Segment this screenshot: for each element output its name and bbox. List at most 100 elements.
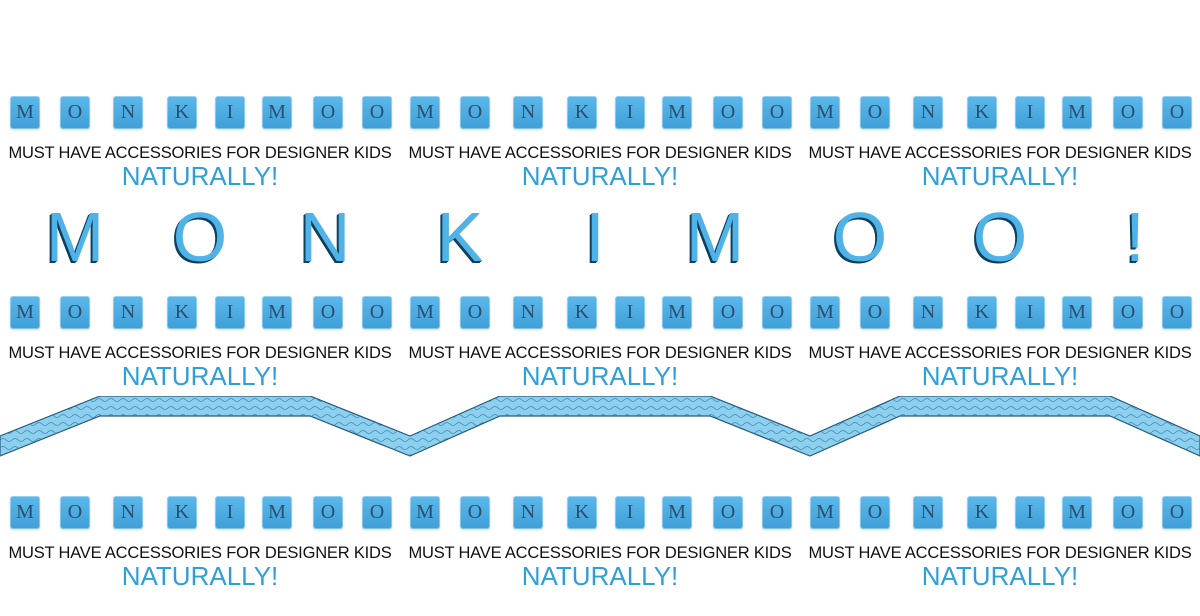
tagline: MUST HAVE ACCESSORIES FOR DESIGNER KIDS — [408, 344, 792, 362]
letter-tile: M — [810, 496, 840, 529]
slogan: NATURALLY! — [921, 561, 1079, 591]
big-title-letter: ! — [1125, 198, 1145, 276]
letter-tile: M — [1062, 296, 1092, 329]
letter-tile: M — [662, 96, 692, 129]
tagline: MUST HAVE ACCESSORIES FOR DESIGNER KIDS — [8, 344, 392, 362]
slogan: NATURALLY! — [921, 361, 1079, 391]
letter-tile: O — [713, 496, 743, 529]
letter-tile: K — [967, 96, 997, 129]
letter-tile: K — [567, 296, 597, 329]
tagline: MUST HAVE ACCESSORIES FOR DESIGNER KIDS — [808, 344, 1192, 362]
tagline: MUST HAVE ACCESSORIES FOR DESIGNER KIDS — [408, 544, 792, 562]
letter-tile: O — [60, 496, 90, 529]
letter-tile: N — [113, 496, 143, 529]
letter-tile: O — [60, 96, 90, 129]
letter-tile: O — [460, 496, 490, 529]
letter-tile: N — [513, 296, 543, 329]
letter-tile: M — [10, 496, 40, 529]
big-title: M O N K I M O O ! — [0, 200, 1200, 275]
letter-tile: M — [662, 496, 692, 529]
letter-tile: K — [567, 96, 597, 129]
letter-tile: O — [1162, 496, 1192, 529]
letter-tile: K — [167, 296, 197, 329]
letter-tile: O — [60, 296, 90, 329]
letter-tile: O — [762, 96, 792, 129]
letter-tile: N — [913, 496, 943, 529]
letter-tile: M — [262, 296, 292, 329]
letter-tile: N — [913, 296, 943, 329]
tagline: MUST HAVE ACCESSORIES FOR DESIGNER KIDS — [8, 544, 392, 562]
tagline: MUST HAVE ACCESSORIES FOR DESIGNER KIDS — [8, 144, 392, 162]
letter-tile: I — [615, 296, 645, 329]
letter-tile: K — [967, 496, 997, 529]
letter-tile: M — [1062, 96, 1092, 129]
big-title-letter: O — [172, 198, 228, 276]
slogan: NATURALLY! — [121, 361, 279, 391]
letter-tile: O — [313, 96, 343, 129]
letter-tile: M — [410, 96, 440, 129]
letter-tile: O — [1162, 296, 1192, 329]
letter-tile: O — [762, 296, 792, 329]
letter-tile: K — [567, 496, 597, 529]
letter-tile: O — [313, 496, 343, 529]
letter-tile: M — [662, 296, 692, 329]
letter-tile: I — [215, 96, 245, 129]
letter-tile: O — [1113, 496, 1143, 529]
letter-tile: I — [615, 496, 645, 529]
letter-tile: K — [967, 296, 997, 329]
letter-tile: I — [1015, 496, 1045, 529]
letter-tile: O — [860, 96, 890, 129]
zigzag-ribbon — [0, 396, 1200, 457]
letter-tile: N — [113, 96, 143, 129]
big-title-letter: K — [436, 198, 484, 276]
tagline: MUST HAVE ACCESSORIES FOR DESIGNER KIDS — [808, 144, 1192, 162]
slogan: NATURALLY! — [521, 361, 679, 391]
big-title-letter: O — [832, 198, 888, 276]
letter-tile: O — [1113, 296, 1143, 329]
letter-tile: K — [167, 496, 197, 529]
slogan: NATURALLY! — [921, 161, 1079, 191]
letter-tile: O — [713, 96, 743, 129]
letter-tile: O — [860, 496, 890, 529]
letter-tile: I — [215, 496, 245, 529]
letter-tile: N — [113, 296, 143, 329]
big-title-letter: N — [299, 198, 351, 276]
letter-tile: O — [713, 296, 743, 329]
letter-tile: M — [1062, 496, 1092, 529]
letter-tile: O — [362, 496, 392, 529]
letter-tile: N — [513, 96, 543, 129]
slogan: NATURALLY! — [521, 561, 679, 591]
letter-tile: M — [810, 96, 840, 129]
slogan: NATURALLY! — [521, 161, 679, 191]
letter-tile: O — [1162, 96, 1192, 129]
slogan: NATURALLY! — [121, 161, 279, 191]
letter-tile: O — [460, 296, 490, 329]
letter-tile: O — [313, 296, 343, 329]
letter-tile: I — [215, 296, 245, 329]
letter-tile: M — [10, 96, 40, 129]
letter-tile: M — [810, 296, 840, 329]
letter-tile: I — [1015, 296, 1045, 329]
slogan: NATURALLY! — [121, 561, 279, 591]
letter-tile: O — [762, 496, 792, 529]
letter-tile: K — [167, 96, 197, 129]
letter-tile: O — [460, 96, 490, 129]
big-title-letter: O — [972, 198, 1028, 276]
big-title-letter: M — [45, 198, 105, 276]
big-title-letter: M — [685, 198, 745, 276]
big-title-letter: I — [585, 198, 605, 276]
letter-tile: M — [262, 96, 292, 129]
letter-tile: N — [913, 96, 943, 129]
letter-tile: M — [410, 296, 440, 329]
letter-tile: I — [1015, 96, 1045, 129]
